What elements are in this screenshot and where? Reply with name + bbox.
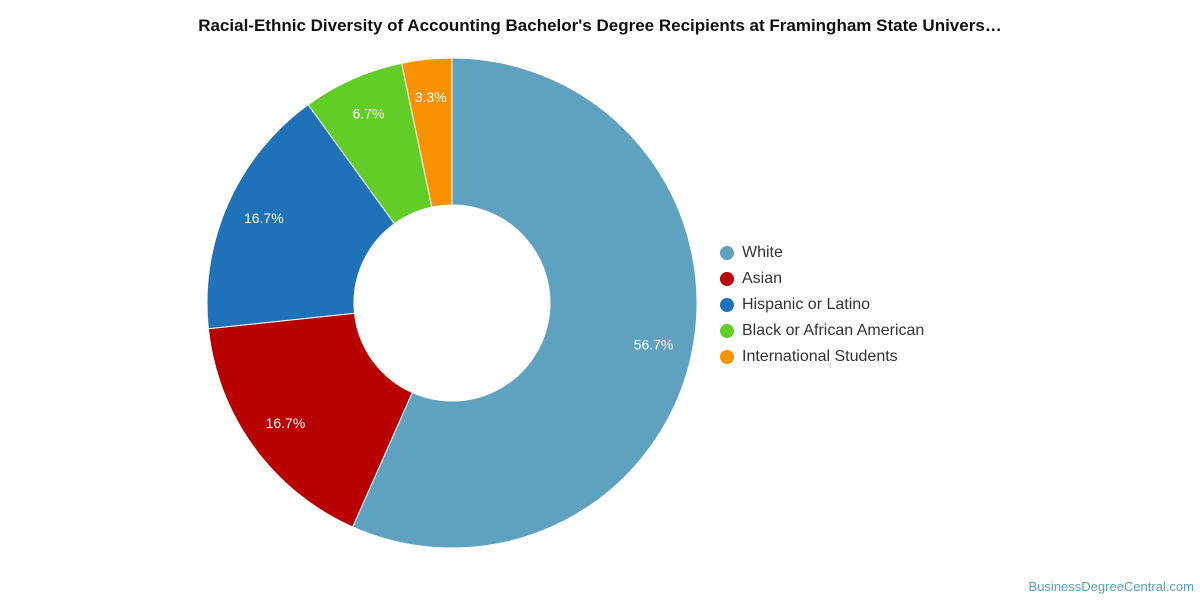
- legend-label: White: [742, 244, 783, 261]
- legend: White Asian Hispanic or Latino Black or Afr…: [720, 240, 924, 370]
- legend-item-black-or-african-american[interactable]: Black or African American: [720, 318, 924, 344]
- legend-label: Hispanic or Latino: [742, 296, 871, 313]
- slice-white[interactable]: [352, 57, 698, 549]
- chart-title: Racial-Ethnic Diversity of Accounting Ba…: [198, 16, 1002, 35]
- legend-item-hispanic-or-latino[interactable]: Hispanic or Latino: [720, 292, 924, 318]
- legend-label: International Students: [742, 348, 898, 365]
- legend-item-international-students[interactable]: International Students: [720, 344, 924, 370]
- legend-swatch-icon: [720, 246, 734, 260]
- slice-hispanic-or-latino[interactable]: [206, 104, 396, 330]
- legend-swatch-icon: [720, 298, 734, 312]
- watermark[interactable]: BusinessDegreeCentral.com: [1028, 579, 1194, 594]
- legend-swatch-icon: [720, 324, 734, 338]
- slice-label-hispanic-or-latino: 16.7%: [244, 210, 284, 226]
- slice-label-black-or-african-american: 6.7%: [353, 105, 385, 121]
- legend-label: Asian: [742, 270, 783, 287]
- legend-label: Black or African American: [742, 322, 925, 339]
- legend-swatch-icon: [720, 350, 734, 364]
- legend-item-white[interactable]: White: [720, 240, 924, 266]
- slice-label-asian: 16.7%: [266, 415, 306, 431]
- slice-label-white: 56.7%: [634, 336, 674, 352]
- legend-item-asian[interactable]: Asian: [720, 266, 924, 292]
- slice-label-international-students: 3.3%: [415, 89, 447, 105]
- legend-swatch-icon: [720, 272, 734, 286]
- slice-international-students[interactable]: [401, 57, 453, 208]
- slice-asian[interactable]: [207, 312, 413, 528]
